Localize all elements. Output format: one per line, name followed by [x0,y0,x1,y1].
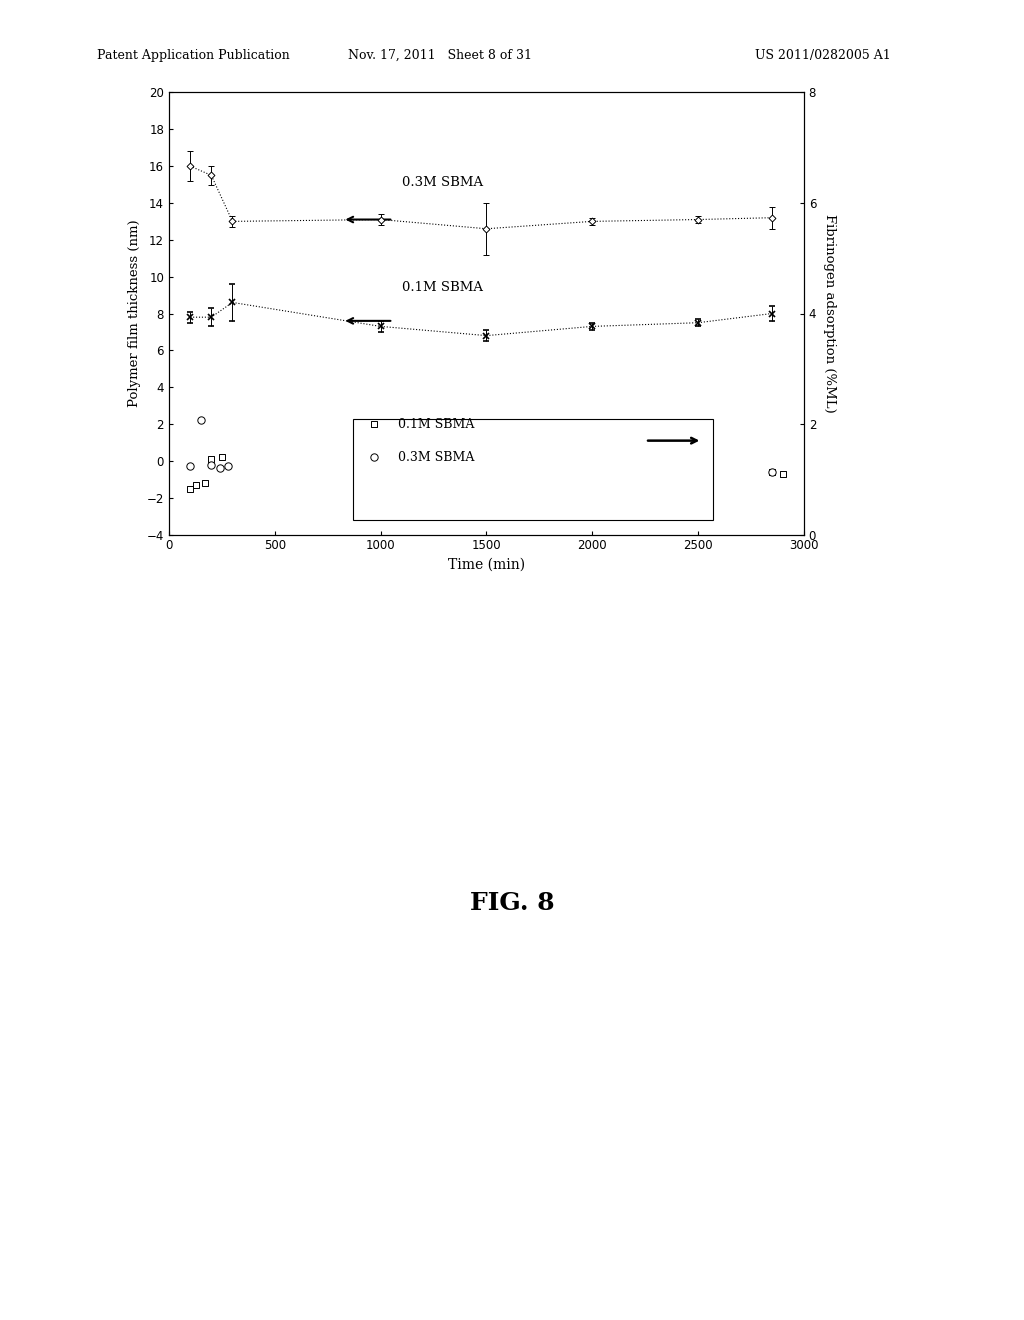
Point [764,462,780,483]
Text: US 2011/0282005 A1: US 2011/0282005 A1 [755,49,891,62]
Text: 0.1M SBMA: 0.1M SBMA [397,417,474,430]
Point [182,478,199,499]
Text: 0.1M SBMA: 0.1M SBMA [401,281,482,294]
Text: 0.3M SBMA: 0.3M SBMA [401,177,483,189]
Point [197,473,213,494]
Y-axis label: Polymer film thickness (nm): Polymer film thickness (nm) [128,219,141,408]
Point [774,463,791,484]
Point [478,483,495,504]
Text: Nov. 17, 2011   Sheet 8 of 31: Nov. 17, 2011 Sheet 8 of 31 [348,49,532,62]
Point [203,454,219,475]
Point [188,474,205,495]
Point [203,449,219,470]
FancyBboxPatch shape [353,418,713,520]
Point [193,409,209,430]
Point [214,446,230,467]
Text: Patent Application Publication: Patent Application Publication [97,49,290,62]
Point [366,446,382,467]
Point [212,458,228,479]
Text: 0.3M SBMA: 0.3M SBMA [397,450,474,463]
Point [220,455,237,477]
X-axis label: Time (min): Time (min) [447,558,525,572]
Point [182,455,199,477]
Point [478,478,495,499]
Text: FIG. 8: FIG. 8 [470,891,554,915]
Y-axis label: Fibrinogen adsorption (%ML): Fibrinogen adsorption (%ML) [822,214,836,413]
Point [764,462,780,483]
Point [366,413,382,434]
